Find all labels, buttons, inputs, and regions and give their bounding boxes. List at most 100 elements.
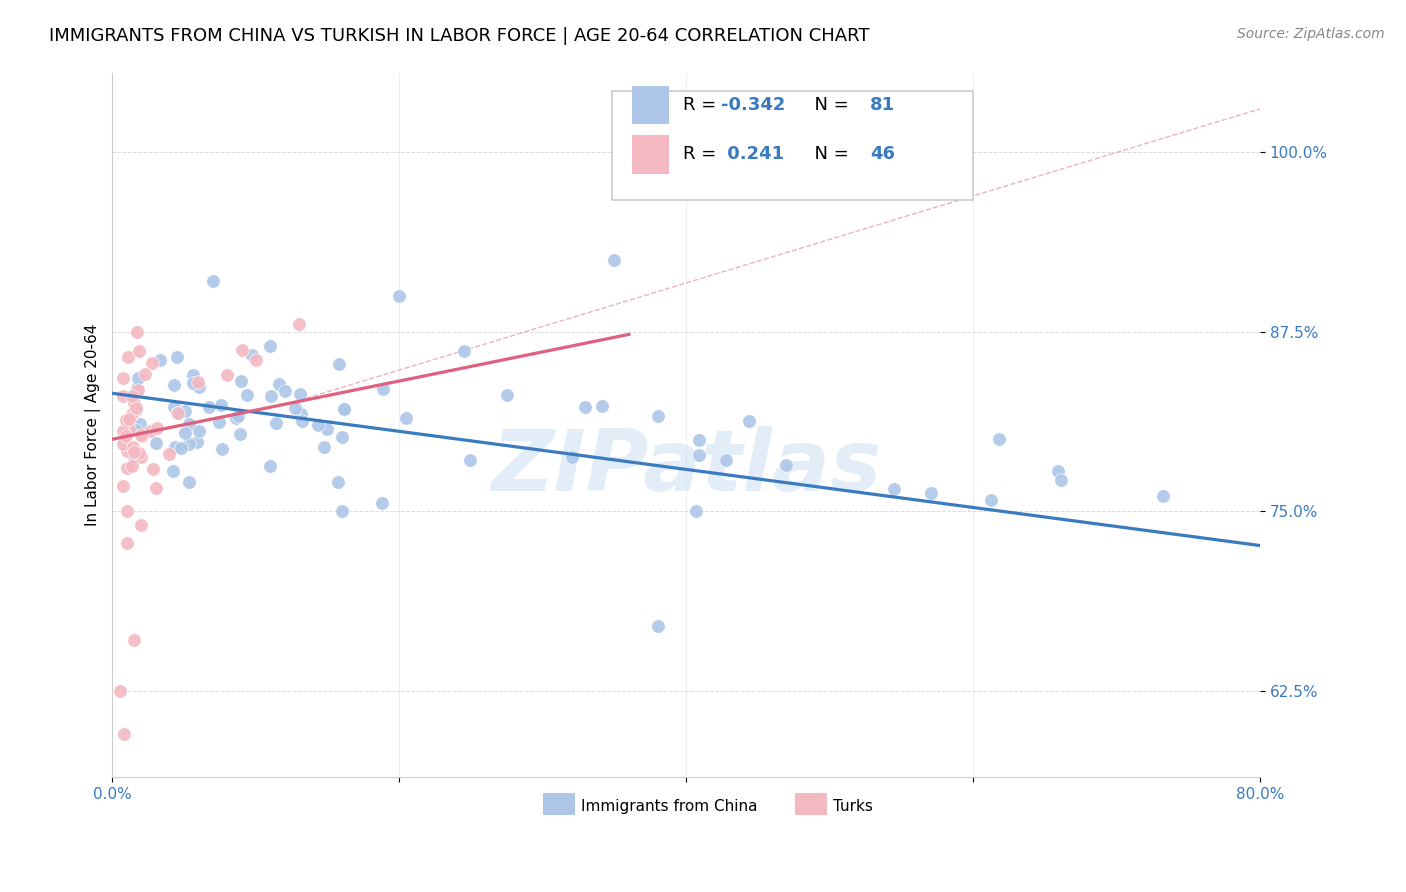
Text: 0.241: 0.241 xyxy=(721,145,783,163)
Point xyxy=(125,401,148,415)
Point xyxy=(228,426,250,441)
Point xyxy=(122,440,145,454)
Point xyxy=(177,437,200,451)
Point xyxy=(574,400,596,414)
Text: -0.342: -0.342 xyxy=(721,96,785,114)
Point xyxy=(333,402,356,417)
Point xyxy=(112,388,135,402)
Point xyxy=(177,417,200,431)
Point xyxy=(453,343,475,358)
Point xyxy=(603,252,626,267)
Point xyxy=(117,350,139,364)
Point xyxy=(314,440,336,454)
Point xyxy=(188,424,211,438)
Point xyxy=(115,429,138,443)
Point xyxy=(108,683,131,698)
Point xyxy=(561,450,583,465)
Point xyxy=(198,400,221,414)
Text: Turks: Turks xyxy=(834,799,873,814)
Bar xyxy=(633,86,669,124)
Point xyxy=(1152,489,1174,503)
Point xyxy=(330,504,353,518)
Point xyxy=(187,375,209,389)
Point xyxy=(333,402,356,417)
Point xyxy=(316,422,339,436)
Point xyxy=(688,448,710,462)
Point xyxy=(128,446,150,460)
Point xyxy=(115,535,138,549)
Point xyxy=(217,368,239,382)
Point xyxy=(163,377,186,392)
Point xyxy=(647,409,669,424)
Point xyxy=(125,325,148,339)
Point xyxy=(229,374,252,388)
Point xyxy=(142,461,165,475)
Point xyxy=(211,442,233,456)
Point xyxy=(236,388,259,402)
Point xyxy=(146,420,169,434)
Point xyxy=(134,367,156,381)
Point xyxy=(149,352,172,367)
Point xyxy=(259,338,281,352)
Point xyxy=(115,461,138,475)
Point xyxy=(141,356,163,370)
Point xyxy=(181,368,204,383)
Point xyxy=(145,481,167,495)
Point xyxy=(326,475,349,490)
Point xyxy=(274,384,297,398)
Bar xyxy=(543,793,575,815)
Point xyxy=(162,464,184,478)
Point xyxy=(112,437,135,451)
Point xyxy=(173,426,195,441)
Point xyxy=(166,406,188,420)
Text: ZIPatlas: ZIPatlas xyxy=(491,425,882,508)
Point xyxy=(226,409,249,423)
Point xyxy=(127,384,149,398)
Point xyxy=(111,425,134,439)
Point xyxy=(288,318,311,332)
Point xyxy=(111,479,134,493)
Point xyxy=(173,404,195,418)
Point xyxy=(112,727,135,741)
Point xyxy=(179,475,201,490)
Point xyxy=(371,382,394,396)
Point xyxy=(118,412,141,426)
Point xyxy=(121,407,143,421)
Point xyxy=(118,422,141,436)
Point xyxy=(163,440,186,454)
Point xyxy=(920,486,942,500)
Point xyxy=(738,414,761,428)
Point xyxy=(145,436,167,450)
Point xyxy=(1047,464,1070,478)
Point xyxy=(685,504,707,518)
Point xyxy=(125,381,148,395)
Point xyxy=(122,633,145,648)
Point xyxy=(231,343,253,358)
Point xyxy=(714,453,737,467)
Point xyxy=(122,450,145,464)
Point xyxy=(328,357,350,371)
Point xyxy=(131,450,153,464)
Point xyxy=(187,379,209,393)
Point xyxy=(115,413,138,427)
Point xyxy=(1049,473,1071,487)
Text: N =: N = xyxy=(803,96,855,114)
Point xyxy=(225,411,247,425)
Point xyxy=(266,417,288,431)
Point xyxy=(129,428,152,442)
Point xyxy=(163,400,186,414)
Point xyxy=(980,493,1002,508)
Point xyxy=(330,430,353,444)
Point xyxy=(689,433,711,447)
Point xyxy=(201,274,224,288)
Point xyxy=(496,388,519,402)
Text: R =: R = xyxy=(683,96,721,114)
Point xyxy=(131,428,153,442)
Point xyxy=(591,399,613,413)
Point xyxy=(112,371,135,385)
Point xyxy=(610,137,633,152)
Bar xyxy=(633,135,669,174)
Point xyxy=(284,401,307,416)
Text: 46: 46 xyxy=(870,145,894,163)
Point xyxy=(138,424,160,438)
